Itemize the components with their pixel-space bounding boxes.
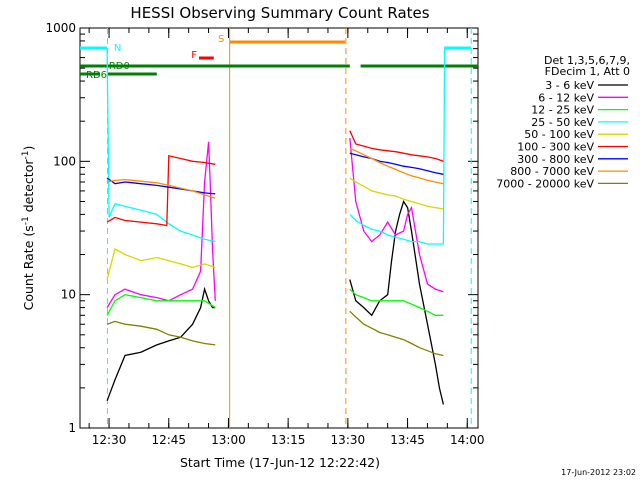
series-group: [106, 48, 446, 405]
legend: Det 1,3,5,6,7,9,FDecim 1, Att 03 - 6 keV…: [496, 54, 630, 190]
legend-label: 25 - 50 keV: [531, 116, 594, 129]
series-line: [106, 130, 444, 227]
plot-frame: [79, 27, 479, 429]
x-axis-title: Start Time (17-Jun-12 12:22:42): [180, 455, 380, 470]
y-tick-label: 1000: [45, 21, 76, 35]
y-axis: 1 10 100 1000: [45, 21, 478, 435]
series-line: [106, 177, 444, 280]
legend-label: 3 - 6 keV: [545, 79, 594, 92]
legend-label: 12 - 25 keV: [531, 104, 594, 117]
series-line: [106, 152, 444, 195]
series-line: [106, 48, 446, 245]
y-axis-title: Count Rate (s-1 detector-1): [21, 146, 36, 311]
series-line: [106, 288, 444, 316]
vertical-markers: [106, 28, 472, 428]
status-label-s: S: [218, 34, 224, 45]
status-label-rd0: RD0: [109, 61, 130, 72]
x-tick-label: 13:15: [271, 433, 306, 447]
legend-header: FDecim 1, Att 0: [545, 65, 630, 78]
x-tick-label: 14:00: [450, 433, 485, 447]
series-line: [106, 310, 444, 357]
status-label-n: N: [114, 43, 121, 54]
x-tick-label: 13:30: [331, 433, 366, 447]
series-line: [106, 147, 444, 199]
chart-title: HESSI Observing Summary Count Rates: [130, 4, 429, 22]
legend-label: 6 - 12 keV: [538, 91, 594, 104]
plot-area: [79, 27, 479, 429]
y-tick-label: 1: [68, 421, 76, 435]
status-label-f: F: [191, 50, 197, 61]
timestamp: 17-Jun-2012 23:02: [561, 468, 636, 477]
y-tick-label: 100: [53, 154, 76, 168]
y-tick-label: 10: [61, 288, 76, 302]
x-tick-label: 12:30: [92, 433, 127, 447]
status-label-rd6: RD6: [86, 70, 107, 81]
legend-label: 100 - 300 keV: [517, 141, 594, 154]
series-line: [106, 137, 444, 308]
x-axis: 12:30 12:45 13:00 13:15 13:30 13:45 14:00: [88, 28, 485, 447]
legend-header: Det 1,3,5,6,7,9,: [544, 54, 630, 67]
legend-label: 50 - 100 keV: [524, 128, 594, 141]
x-tick-label: 13:45: [390, 433, 425, 447]
series-line: [106, 199, 445, 405]
x-tick-label: 12:45: [151, 433, 186, 447]
legend-label: 800 - 7000 keV: [510, 165, 594, 178]
x-tick-label: 13:00: [211, 433, 246, 447]
legend-label: 7000 - 20000 keV: [496, 177, 594, 190]
legend-label: 300 - 800 keV: [517, 153, 594, 166]
